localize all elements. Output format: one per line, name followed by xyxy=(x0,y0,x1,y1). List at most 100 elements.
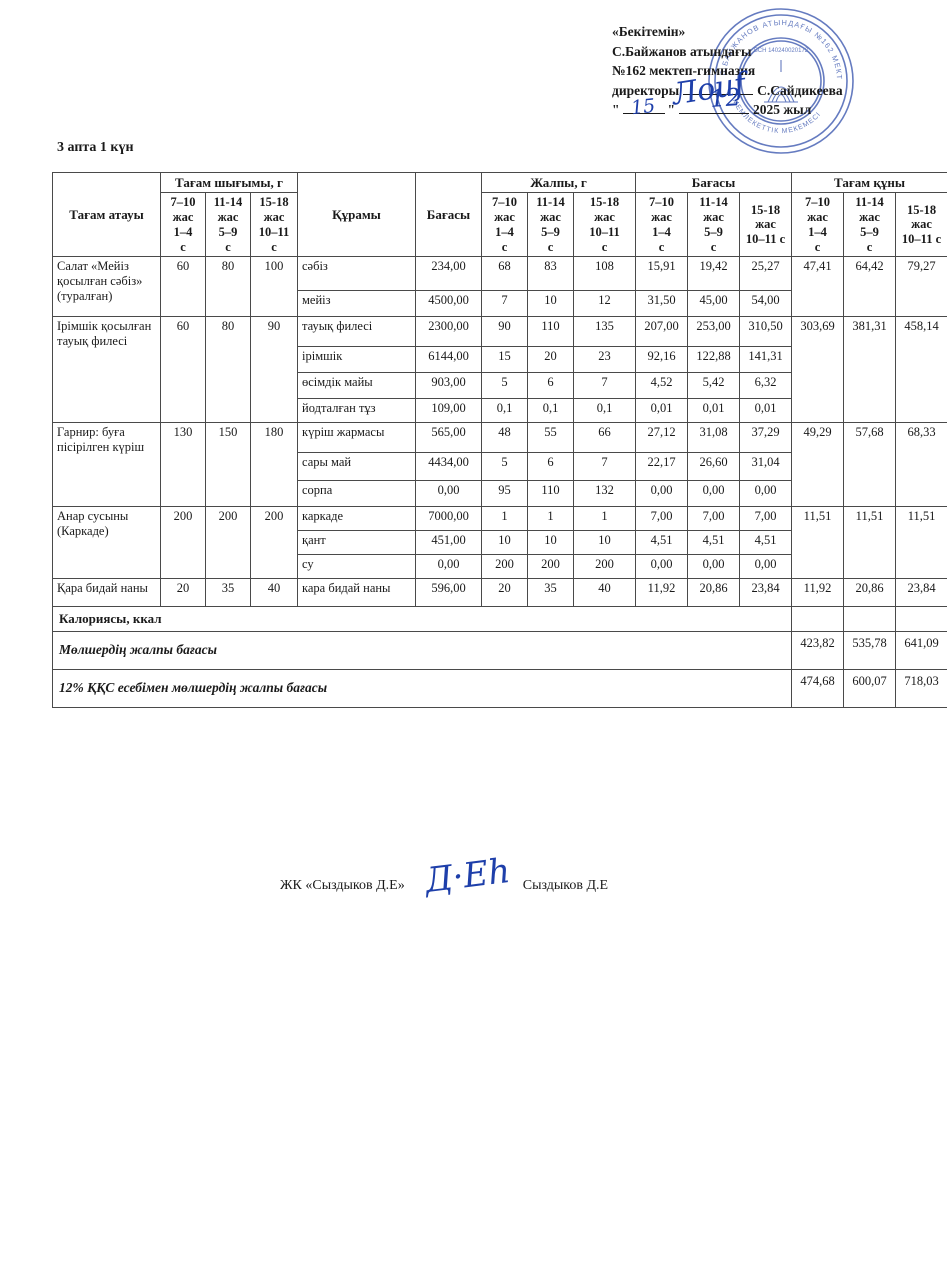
dish-output-cell: 35 xyxy=(205,578,251,608)
th-age-out-3: 15-18 жас 10–11 с xyxy=(250,192,298,258)
dish-output-cell: 60 xyxy=(160,316,206,424)
header-row-ages: 7–10 жас 1–4 с 11-14 жас 5–9 с 15-18 жас… xyxy=(53,192,947,258)
dish-name-cell: Ірімшік қосылған тауық филесі xyxy=(52,316,161,424)
ingredient-cost-cell: 4,51 xyxy=(687,530,740,556)
ingredient-price-cell: 0,00 xyxy=(415,480,482,508)
ingredient-cost-cell: 4,51 xyxy=(635,530,688,556)
th-composition: Құрамы xyxy=(297,171,416,258)
ingredient-price-cell: 7000,00 xyxy=(415,506,482,532)
ingredient-total-cell: 1 xyxy=(481,506,528,532)
age-line: 1–4 xyxy=(495,224,514,239)
table-row: Анар сусыны (Каркаде) 200 200 200 каркаде 700… xyxy=(52,506,947,580)
ingredient-cost-cell: 310,50 xyxy=(738,316,793,348)
age-line: жас xyxy=(494,210,515,225)
age-line: с xyxy=(601,239,608,254)
dish-cost-cell: 79,27 xyxy=(895,256,947,318)
ingredient-price-cell: 4434,00 xyxy=(415,452,482,482)
ingredient-name-cell: күріш жармасы xyxy=(297,422,416,454)
total-value-cell: 641,09 xyxy=(895,630,947,670)
ingredient-total-cell: 0,1 xyxy=(527,398,574,424)
ingredient-price-cell: 565,00 xyxy=(415,422,482,454)
dish-name-cell: Гарнир: буға пісірілген күріш xyxy=(52,422,161,508)
age-line: с xyxy=(180,239,186,254)
table-body: Салат «Мейіз қосылған сәбіз» (туралған) 6… xyxy=(51,256,947,708)
ingredient-total-cell: 1 xyxy=(527,506,574,532)
ingredient-price-cell: 6144,00 xyxy=(415,346,482,374)
ingredient-total-cell: 12 xyxy=(573,290,636,318)
ingredient-name-cell: өсімдік майы xyxy=(297,372,416,400)
ingredient-name-cell: сары май xyxy=(297,452,416,482)
approval-line-3: №162 мектеп-гимназия xyxy=(612,63,756,79)
ingredient-cost-cell: 7,00 xyxy=(738,506,793,532)
ingredient-total-cell: 35 xyxy=(527,578,574,608)
ingredient-price-cell: 0,00 xyxy=(415,554,482,580)
dish-name-cell: Анар сусыны (Каркаде) xyxy=(52,506,161,580)
ingredient-price-cell: 234,00 xyxy=(415,256,482,292)
date-quote-close: " xyxy=(667,102,676,118)
ingredient-cost-cell: 20,86 xyxy=(687,578,740,608)
ingredient-total-cell: 6 xyxy=(527,372,574,400)
table-row: сары май 4434,00 5 6 7 22,17 26,60 31,04 xyxy=(53,452,947,482)
age-line: жас xyxy=(651,210,672,225)
table-row: өсімдік майы 903,00 5 6 7 4,52 5,42 6,32 xyxy=(53,372,947,400)
ingredient-cost-cell: 54,00 xyxy=(738,290,793,318)
dish-cost-cell: 57,68 xyxy=(843,422,897,508)
age-line: жас xyxy=(172,210,194,225)
dish-name-cell: Қара бидай наны xyxy=(52,578,161,608)
menu-table-container: Тағам атауы Тағам шығымы, г Құрамы Бағас… xyxy=(51,171,947,708)
ingredient-total-cell: 10 xyxy=(573,530,636,556)
total-label: Мөлшердің жалпы бағасы xyxy=(51,630,793,670)
director-signature-rule xyxy=(683,93,754,95)
dish-output-cell: 60 xyxy=(160,256,206,318)
table-row: ірімшік 6144,00 15 20 23 92,16 122,88 141,31 xyxy=(53,346,947,374)
age-line: 7–10 xyxy=(649,195,674,210)
table-row: мейіз 4500,00 7 10 12 31,50 45,00 54,00 xyxy=(53,290,947,318)
ingredient-name-cell: су xyxy=(297,554,416,580)
dish-cost-cell: 20,86 xyxy=(843,578,897,608)
table-row: йодталған тұз 109,00 0,1 0,1 0,1 0,01 0,01 0,01 xyxy=(53,398,947,424)
ingredient-price-cell: 109,00 xyxy=(415,398,482,424)
th-cost-group: Бағасы xyxy=(634,171,793,194)
age-line: 1–4 xyxy=(808,224,827,239)
dish-output-cell: 100 xyxy=(250,256,298,318)
dish-output-cell: 20 xyxy=(160,578,206,608)
age-line: 15-18 xyxy=(906,202,937,217)
age-line: жас xyxy=(594,210,615,225)
total-value-cell: 535,78 xyxy=(843,630,897,670)
ingredient-name-cell: қант xyxy=(297,530,416,556)
age-line: жас xyxy=(807,210,828,225)
ingredient-cost-cell: 27,12 xyxy=(635,422,688,454)
age-line: 15-18 xyxy=(259,195,289,210)
ingredient-total-cell: 15 xyxy=(481,346,528,374)
ingredient-cost-cell: 31,50 xyxy=(635,290,688,318)
ingredient-total-cell: 200 xyxy=(527,554,574,580)
date-year: 2025 жыл xyxy=(753,102,812,118)
age-line: жас xyxy=(217,210,239,225)
dish-cost-cell: 11,51 xyxy=(791,506,845,580)
ingredient-total-cell: 110 xyxy=(527,480,574,508)
total-row: Мөлшердің жалпы бағасы 423,82 535,78 641,09 xyxy=(51,630,947,670)
age-line: 11-14 xyxy=(536,195,565,210)
ingredient-cost-cell: 0,00 xyxy=(687,480,740,508)
ingredient-cost-cell: 92,16 xyxy=(635,346,688,374)
ingredient-cost-cell: 4,51 xyxy=(738,530,793,556)
ingredient-cost-cell: 11,92 xyxy=(635,578,688,608)
ingredient-total-cell: 68 xyxy=(481,256,528,292)
ingredient-name-cell: мейіз xyxy=(297,290,416,318)
th-total-group: Жалпы, г xyxy=(481,171,636,194)
age-line: жас xyxy=(540,210,561,225)
ingredient-total-cell: 132 xyxy=(573,480,636,508)
calories-label: Калориясы, ккал xyxy=(51,606,793,632)
approval-line-1: «Бекітемін» xyxy=(612,24,686,39)
ingredient-name-cell: каркаде xyxy=(297,506,416,532)
age-line: 11-14 xyxy=(699,195,728,210)
ingredient-cost-cell: 207,00 xyxy=(635,316,688,348)
th-age-out-1: 7–10 жас 1–4 с xyxy=(160,192,206,258)
ingredient-cost-cell: 6,32 xyxy=(738,372,793,400)
th-age-out-2: 11-14 жас 5–9 с xyxy=(205,192,251,258)
header-row-groups: Тағам атауы Тағам шығымы, г Құрамы Бағас… xyxy=(52,171,947,258)
approval-line-2: С.Байжанов атындағы xyxy=(612,43,752,59)
ingredient-total-cell: 1 xyxy=(573,506,636,532)
age-line: 1–4 xyxy=(652,224,671,239)
age-line: с xyxy=(225,239,231,254)
